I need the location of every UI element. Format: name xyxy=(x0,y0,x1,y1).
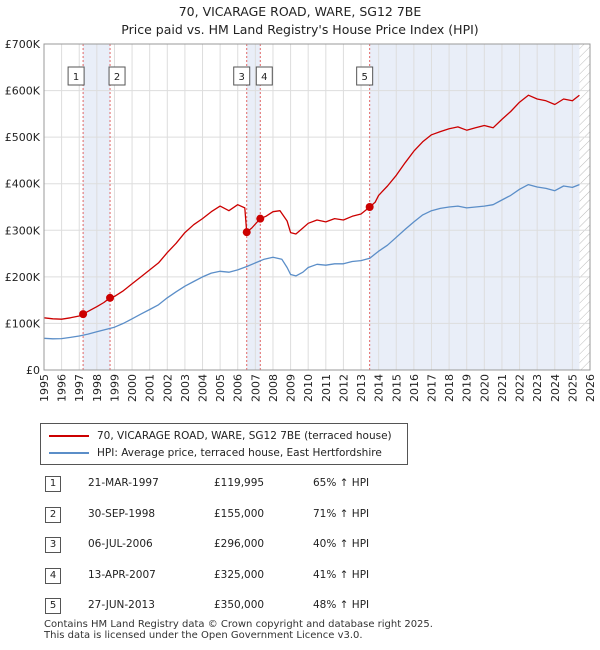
x-tick-label: 2021 xyxy=(496,374,509,402)
sale-box-label-2: 2 xyxy=(114,72,120,83)
x-tick-label: 2019 xyxy=(461,374,474,402)
x-tick-label: 2015 xyxy=(390,374,403,402)
sale-price: £119,995 xyxy=(214,477,265,489)
sale-hpi-change: 40% ↑ HPI xyxy=(313,538,370,550)
x-tick-label: 2008 xyxy=(267,374,280,402)
x-tick-label: 2025 xyxy=(566,374,579,402)
x-tick-label: 1996 xyxy=(56,374,69,402)
sale-box-5 xyxy=(356,66,374,86)
x-tick-label: 2006 xyxy=(232,374,245,402)
sale-number: 4 xyxy=(45,568,61,584)
sale-date: 21-MAR-1997 xyxy=(88,477,159,489)
y-tick-label: £600K xyxy=(5,85,41,98)
x-tick-label: 2014 xyxy=(373,374,386,402)
sale-point-2 xyxy=(106,293,115,302)
sale-date: 30-SEP-1998 xyxy=(88,508,156,520)
sale-box-2 xyxy=(108,66,126,86)
footer-attribution: Contains HM Land Registry data © Crown c… xyxy=(44,619,433,641)
x-tick-label: 1997 xyxy=(73,374,86,402)
sale-box-label-3: 3 xyxy=(239,72,245,83)
sale-box-1 xyxy=(67,66,85,86)
footer-license: This data is licensed under the Open Gov… xyxy=(44,630,363,641)
x-tick-label: 2002 xyxy=(161,374,174,402)
chart-title-subtitle: Price paid vs. HM Land Registry's House … xyxy=(121,22,479,37)
x-tick-label: 2018 xyxy=(443,374,456,402)
sale-row-5: 5 27-JUN-2013 £350,000 48% ↑ HPI xyxy=(0,596,600,616)
y-tick-label: £700K xyxy=(5,38,41,51)
sale-price: £155,000 xyxy=(214,508,265,520)
sale-number: 3 xyxy=(45,537,61,553)
legend-label-property: 70, VICARAGE ROAD, WARE, SG12 7BE (terra… xyxy=(97,430,392,442)
sale-box-3 xyxy=(233,66,251,86)
x-tick-label: 2011 xyxy=(320,374,333,402)
y-tick-label: £500K xyxy=(5,131,41,144)
sale-date: 06-JUL-2006 xyxy=(88,538,153,550)
legend-swatch-hpi xyxy=(49,452,89,454)
property-price-line xyxy=(43,94,580,320)
y-tick-label: £100K xyxy=(5,317,41,330)
x-tick-label: 2004 xyxy=(197,374,210,402)
x-tick-label: 1998 xyxy=(91,374,104,402)
x-tick-label: 2003 xyxy=(179,374,192,402)
x-tick-label: 2010 xyxy=(302,374,315,402)
chart-legend: 70, VICARAGE ROAD, WARE, SG12 7BE (terra… xyxy=(40,423,408,465)
sale-price: £325,000 xyxy=(214,569,265,581)
sale-point-3 xyxy=(242,228,251,237)
y-tick-label: £400K xyxy=(5,178,41,191)
sale-price: £350,000 xyxy=(214,599,265,611)
y-tick-label: £0 xyxy=(26,364,40,377)
sale-box-label-1: 1 xyxy=(73,72,79,83)
x-tick-label: 1999 xyxy=(108,374,121,402)
sale-row-2: 2 30-SEP-1998 £155,000 71% ↑ HPI xyxy=(0,505,600,525)
sale-hpi-change: 71% ↑ HPI xyxy=(313,508,370,520)
sale-price: £296,000 xyxy=(214,538,265,550)
sale-point-5 xyxy=(365,203,374,211)
legend-swatch-property xyxy=(49,435,89,437)
x-tick-label: 2020 xyxy=(478,374,491,402)
x-tick-label: 2016 xyxy=(408,374,421,402)
x-tick-label: 2001 xyxy=(144,374,157,402)
sale-row-4: 4 13-APR-2007 £325,000 41% ↑ HPI xyxy=(0,566,600,586)
ownership-shade-2 xyxy=(246,44,261,370)
y-tick-label: £300K xyxy=(5,224,41,237)
sale-row-1: 1 21-MAR-1997 £119,995 65% ↑ HPI xyxy=(0,474,600,494)
x-tick-label: 2013 xyxy=(355,374,368,402)
x-tick-label: 2024 xyxy=(549,374,562,402)
x-tick-label: 2022 xyxy=(514,374,527,402)
price-chart: 1 2 3 4 5 £0 £100K £200K £300K £400K £500K £600K £7… xyxy=(5,38,597,402)
sale-number: 5 xyxy=(45,598,61,614)
sale-date: 27-JUN-2013 xyxy=(88,599,155,611)
sale-row-3: 3 06-JUL-2006 £296,000 40% ↑ HPI xyxy=(0,535,600,555)
sale-number: 1 xyxy=(45,476,61,492)
x-tick-label: 2007 xyxy=(249,374,262,402)
plot-frame xyxy=(43,43,591,371)
y-tick-label: £200K xyxy=(5,271,41,284)
forecast-hatch xyxy=(579,44,590,370)
legend-label-hpi: HPI: Average price, terraced house, East… xyxy=(97,447,382,459)
sale-point-1 xyxy=(79,310,88,319)
x-tick-label: 2009 xyxy=(285,374,298,402)
sale-box-4 xyxy=(255,66,273,86)
sale-hpi-change: 41% ↑ HPI xyxy=(313,569,370,581)
legend-item-hpi: HPI: Average price, terraced house, East… xyxy=(41,445,382,461)
sale-hpi-change: 48% ↑ HPI xyxy=(313,599,370,611)
sale-box-label-5: 5 xyxy=(361,72,367,83)
legend-item-property: 70, VICARAGE ROAD, WARE, SG12 7BE (terra… xyxy=(41,428,392,444)
sale-number: 2 xyxy=(45,507,61,523)
sale-hpi-change: 65% ↑ HPI xyxy=(313,477,370,489)
x-tick-label: 2026 xyxy=(584,374,597,402)
sale-box-label-4: 4 xyxy=(261,72,267,83)
footer-copyright: Contains HM Land Registry data © Crown c… xyxy=(44,619,433,630)
sale-point-4 xyxy=(256,214,265,223)
hpi-line xyxy=(43,183,580,340)
x-tick-label: 2023 xyxy=(531,374,544,402)
x-tick-label: 2005 xyxy=(214,374,227,402)
sale-date: 13-APR-2007 xyxy=(88,569,156,581)
x-tick-label: 2017 xyxy=(425,374,438,402)
x-tick-label: 2000 xyxy=(126,374,139,402)
x-tick-label: 1995 xyxy=(38,374,51,402)
chart-title-address: 70, VICARAGE ROAD, WARE, SG12 7BE xyxy=(178,4,422,19)
x-tick-label: 2012 xyxy=(337,374,350,402)
